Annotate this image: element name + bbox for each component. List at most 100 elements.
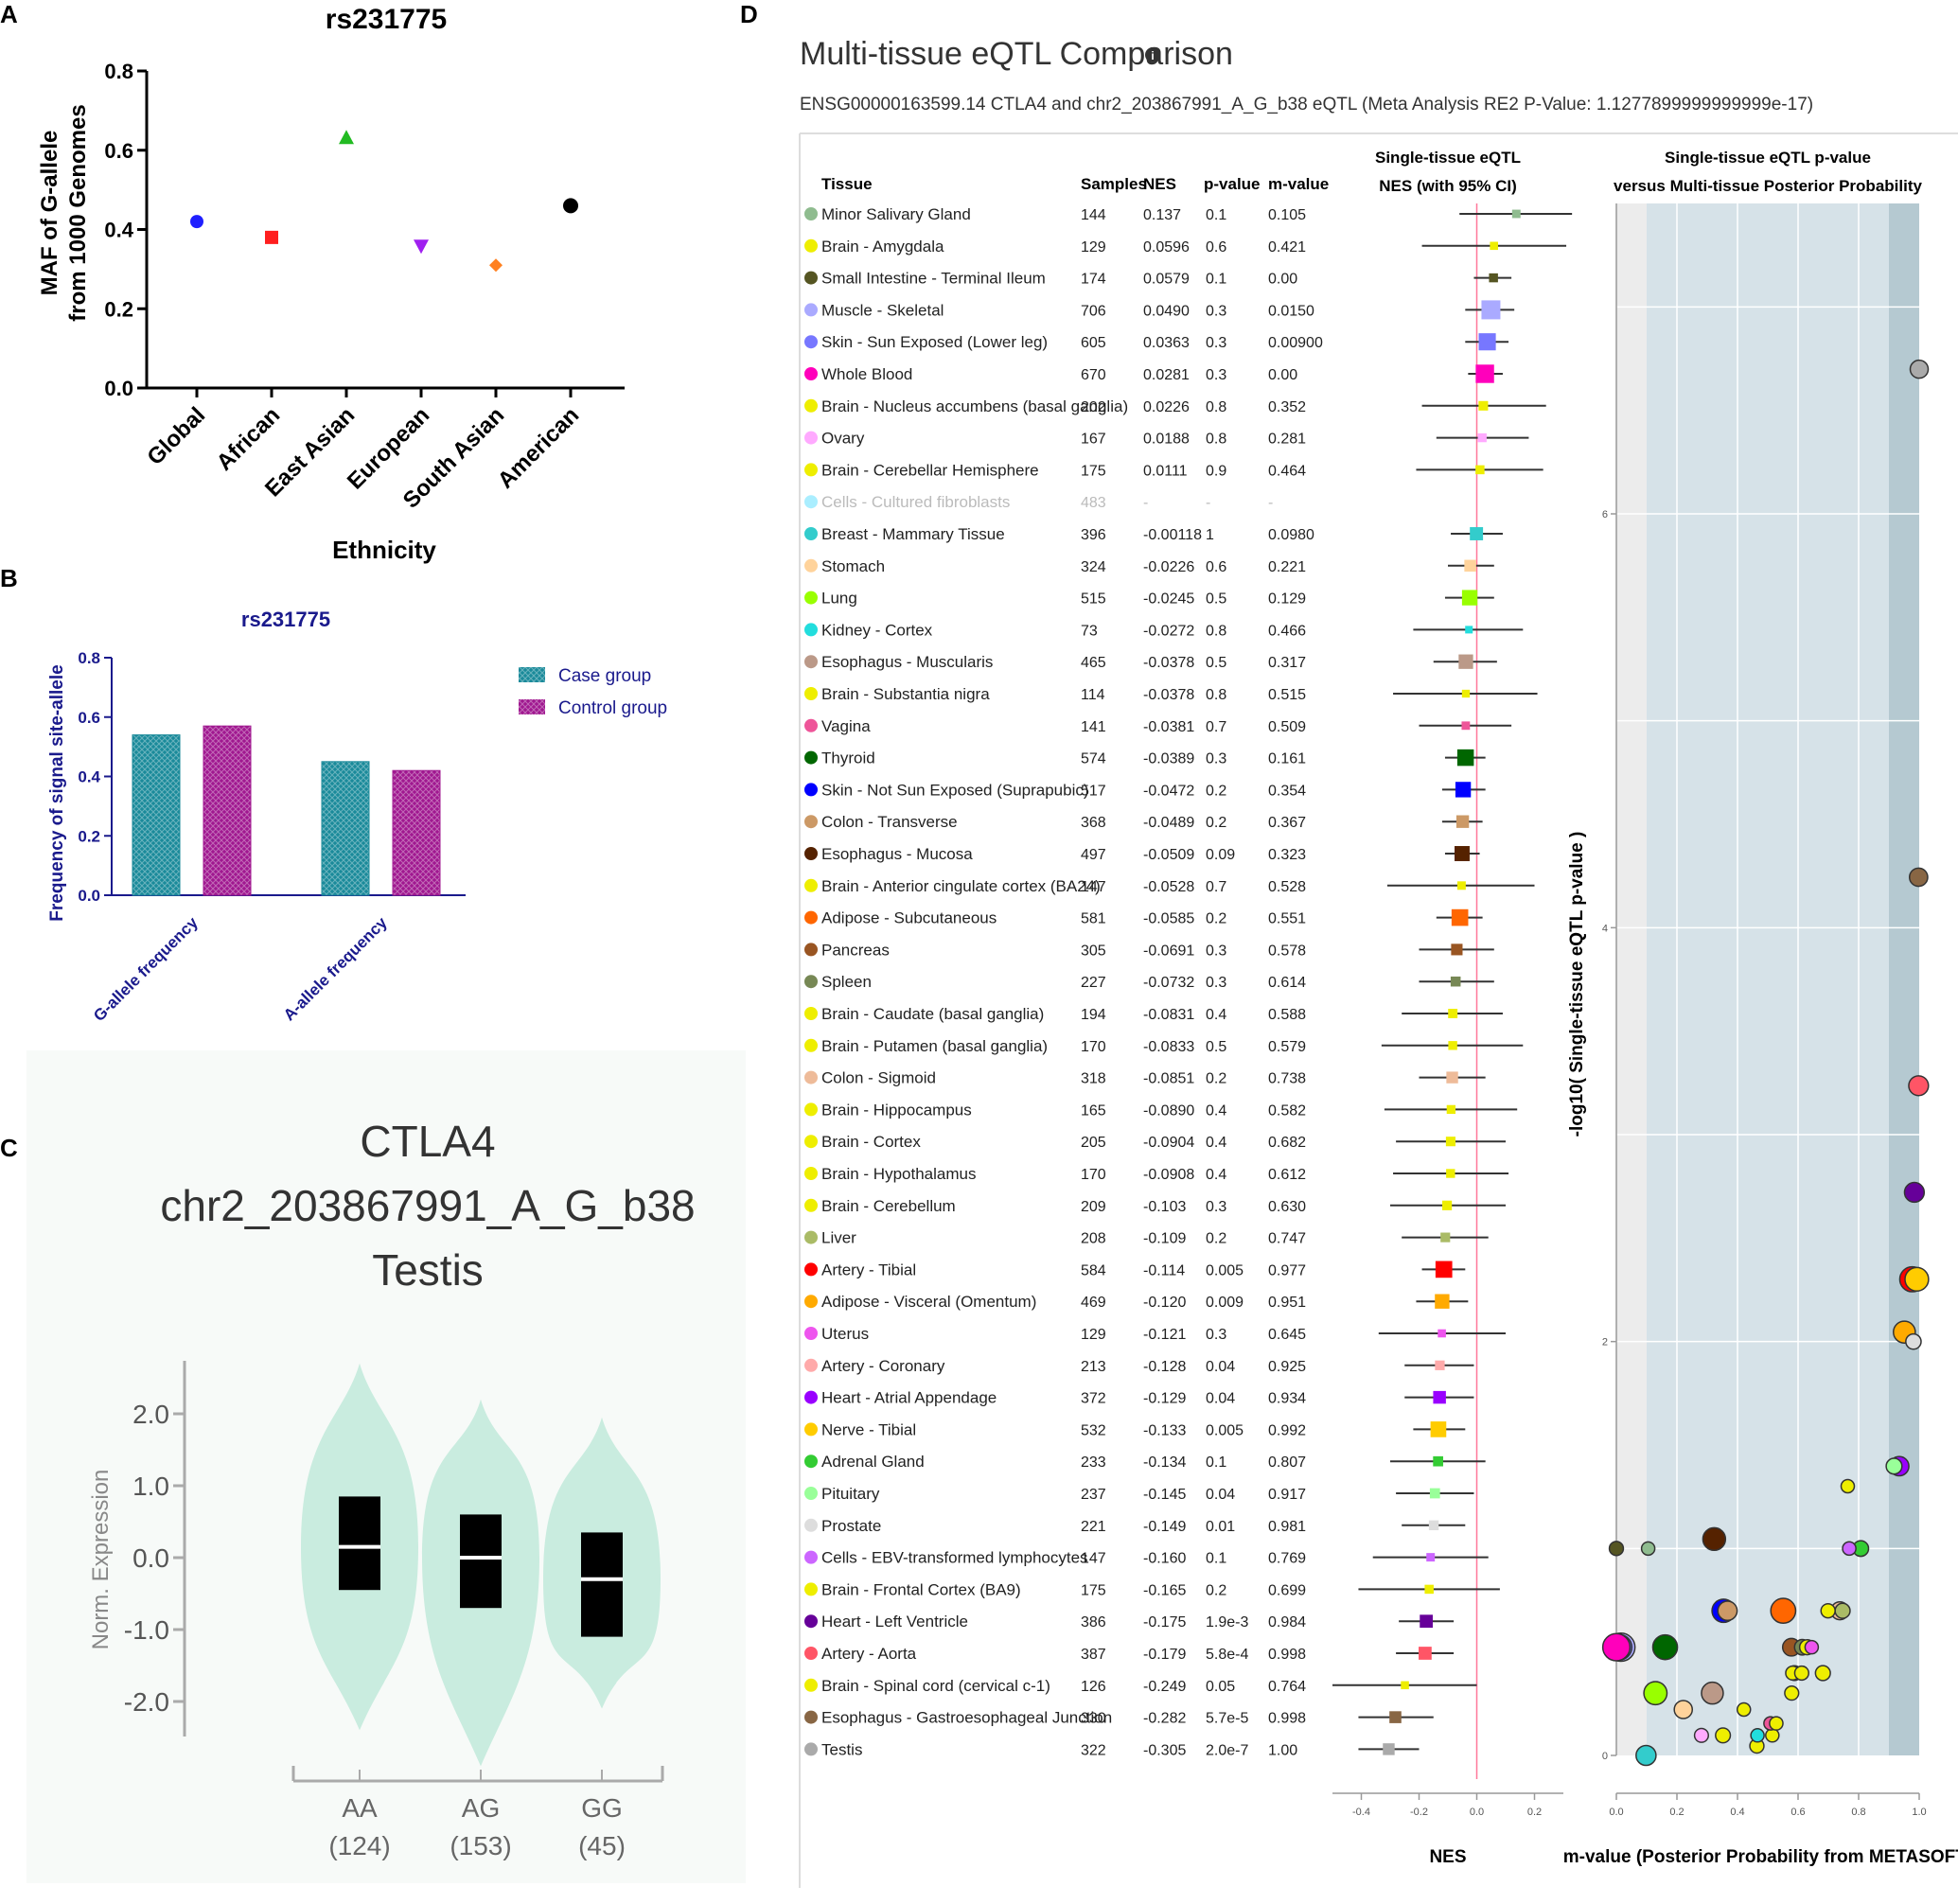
chart-b-ytick-label: 0.8 [78,649,100,667]
tissue-color-dot [804,1038,818,1052]
chart-c-ytick-label: 0.0 [132,1543,169,1573]
tissue-mvalue: 0.764 [1268,1679,1306,1695]
tissue-nes: -0.0509 [1143,847,1194,863]
chart-a-ylabel: MAF of G-allele from 1000 Genomes [37,104,91,321]
chart-a-xtick-label: American [493,402,584,493]
scatter-ytick-label: 6 [1602,509,1608,520]
tissue-mvalue: 0.0150 [1268,303,1314,319]
tissue-samples: 208 [1081,1231,1106,1247]
chart-c-title-gene: CTLA4 [360,1117,495,1166]
tissue-samples: 322 [1081,1742,1106,1758]
chart-b-ytick-label: 0.6 [78,709,100,727]
tissue-samples: 175 [1081,1582,1106,1598]
chart-a-ytick-label: 0.0 [104,377,133,400]
tissue-name: Uterus [821,1325,869,1343]
tissue-name: Prostate [821,1517,881,1535]
tissue-pvalue: 0.3 [1206,1199,1226,1215]
tissue-nes: 0.0579 [1143,272,1190,288]
scatter-point [1769,1716,1784,1731]
tissue-pvalue: 0.6 [1206,239,1226,256]
info-icon[interactable] [1145,47,1160,62]
tissue-nes: -0.305 [1143,1742,1186,1758]
scatter-xtick-label: 0.6 [1790,1807,1805,1818]
tissue-pvalue: 0.5 [1206,591,1226,608]
tissue-pvalue: 2.0e-7 [1206,1742,1248,1758]
tissue-color-dot [804,1518,818,1532]
tissue-name: Vagina [821,717,871,735]
chart-b-legend-label: Control group [558,698,667,718]
tissue-name: Artery - Coronary [821,1357,945,1375]
tissue-pvalue: 0.4 [1206,1167,1226,1183]
tissue-name: Heart - Atrial Appendage [821,1389,997,1407]
tissue-nes: 0.0188 [1143,432,1190,448]
tissue-mvalue: 0.588 [1268,1007,1306,1023]
scatter-point [1784,1685,1800,1701]
tissue-nes: 0.0226 [1143,399,1190,415]
tissue-samples: 386 [1081,1614,1106,1631]
tissue-pvalue: 0.2 [1206,1231,1226,1247]
tissue-nes: -0.0272 [1143,623,1194,639]
tissue-color-dot [804,1007,818,1020]
chart-a-point [414,239,429,255]
tissue-samples: 144 [1081,207,1106,223]
scatter-point [1750,1728,1765,1743]
tissue-mvalue: 0.323 [1268,847,1306,863]
tissue-name: Brain - Cerebellum [821,1197,956,1215]
tissue-pvalue: 0.6 [1206,559,1226,575]
panel-label-a: A [0,0,18,28]
chart-b-ytick-label: 0.4 [78,768,100,786]
forest-xtick-label: 0.2 [1527,1807,1542,1818]
tissue-pvalue: 0.4 [1206,1007,1226,1023]
tissue-mvalue: 0.981 [1268,1519,1306,1535]
tissue-pvalue: 0.9 [1206,463,1226,479]
tissue-color-dot [804,1422,818,1437]
tissue-mvalue: 0.515 [1268,687,1306,703]
chart-a-xtick-label: African [212,402,286,476]
tissue-color-dot [804,271,818,285]
col-header-mvalue: m-value [1268,175,1329,193]
scatter-xtick-label: 0.4 [1730,1807,1744,1818]
tissue-pvalue: 0.2 [1206,1071,1226,1087]
chart-c-marks [301,1363,661,1767]
chart-c-group-n: (153) [450,1831,511,1860]
tissue-pvalue: 5.7e-5 [1206,1711,1248,1727]
tissue-name: Breast - Mammary Tissue [821,525,1005,543]
tissue-nes: -0.133 [1143,1422,1186,1438]
tissue-mvalue: 0.367 [1268,815,1306,831]
tissue-mvalue: 0.951 [1268,1295,1306,1311]
tissue-pvalue: 0.005 [1206,1422,1244,1438]
tissue-nes: -0.134 [1143,1454,1186,1471]
forest-plot: -0.4 -0.2 0.0 0.2 [1332,203,1573,1818]
chart-b-title: rs231775 [241,608,330,631]
chart-b-ytick-label: 0.2 [78,827,100,845]
tissue-samples: 483 [1081,495,1106,511]
tissue-pvalue: 0.7 [1206,879,1226,895]
tissue-samples: 174 [1081,272,1106,288]
tissue-name: Brain - Frontal Cortex (BA9) [821,1580,1021,1598]
tissue-name: Brain - Substantia nigra [821,685,990,703]
tissue-mvalue: 0.998 [1268,1711,1306,1727]
tissue-samples: 605 [1081,335,1106,351]
tissue-nes: 0.137 [1143,207,1181,223]
tissue-color-dot [804,1487,818,1500]
scatter-point [1793,1665,1809,1682]
forest-point [1448,1041,1457,1050]
tissue-nes: -0.0831 [1143,1007,1194,1023]
tissue-color-dot [804,655,818,669]
scatter-point [1702,1526,1727,1552]
chart-b-xtick-label: A-allele frequency [280,913,391,1024]
chart-b-legend: Case group Control group [519,666,667,718]
scatter-region-high [1889,203,1919,1755]
chart-b-xtick-label: G-allele frequency [90,913,202,1025]
tissue-samples: 574 [1081,751,1106,767]
tissue-color-dot [804,495,818,509]
chart-a-point [190,215,203,229]
tissue-pvalue: 0.1 [1206,272,1226,288]
chart-b-marks [132,725,441,896]
tissue-name: Brain - Anterior cingulate cortex (BA24) [821,877,1101,895]
scatter-point [1640,1541,1656,1557]
tissue-pvalue: 0.04 [1206,1391,1235,1407]
scatter-ytick-label: 4 [1602,923,1608,934]
tissue-samples: 147 [1081,1551,1106,1567]
scatter-point [1643,1681,1668,1706]
